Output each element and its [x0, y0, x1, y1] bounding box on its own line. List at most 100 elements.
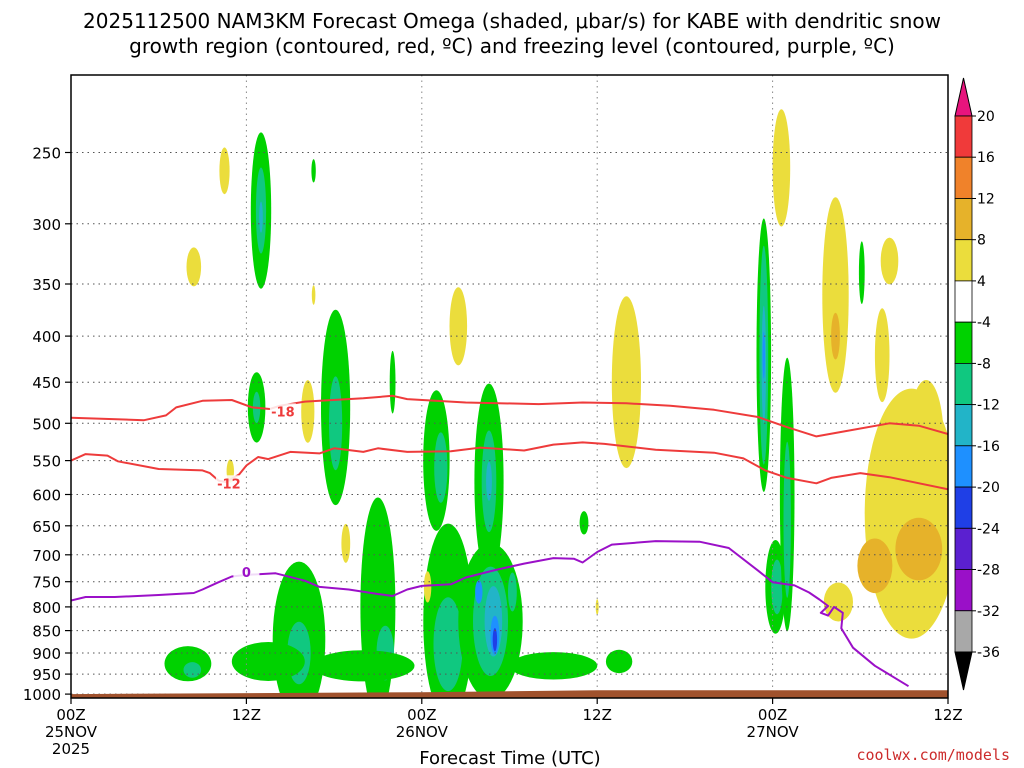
omega-cell-42: [595, 599, 599, 615]
omega-cell-4: [219, 147, 230, 195]
y-tick-label-550: 550: [32, 453, 61, 471]
omega-cell-52: [783, 441, 791, 598]
y-tick-label-750: 750: [32, 574, 61, 592]
omega-cell-18: [486, 461, 492, 501]
omega-cell-31: [492, 628, 498, 652]
omega-cell-37: [312, 650, 415, 682]
omega-cell-43: [579, 511, 589, 535]
omega-cell-6: [311, 285, 316, 305]
chart-title-line-1: 2025112500 NAM3KM Forecast Omega (shaded…: [83, 9, 941, 33]
x-tick-label-12-0: 12Z: [232, 706, 261, 724]
omega-cell-38: [509, 652, 598, 680]
omega-cell-3: [311, 159, 316, 183]
omega-cell-26: [433, 597, 463, 692]
y-tick-label-950: 950: [32, 666, 61, 684]
colorbar-label-12: -32: [977, 604, 1000, 620]
x-tick-label-48-1: 27NOV: [747, 723, 800, 741]
omega-cell-40: [341, 523, 351, 563]
colorbar-label-2: 12: [977, 192, 995, 208]
colorbar-label-13: -36: [977, 645, 1000, 661]
colorbar-label-1: 16: [977, 150, 995, 166]
colorbar-swatch-10: [954, 486, 973, 529]
x-tick-label-36-0: 12Z: [583, 706, 612, 724]
omega-cell-48: [762, 331, 765, 379]
omega-cell-34: [231, 642, 305, 681]
omega-cell-33: [508, 572, 517, 612]
omega-cell-55: [858, 241, 865, 304]
freezing-level-contour-label: 0: [242, 566, 251, 581]
colorbar-label-7: -12: [977, 398, 1000, 414]
omega-cell-59: [908, 380, 944, 498]
x-tick-label-48-0: 00Z: [758, 706, 787, 724]
colorbar-label-8: -16: [977, 439, 1000, 455]
colorbar-label-0: 20: [977, 109, 995, 125]
y-tick-label-350: 350: [32, 276, 61, 294]
x-tick-label-24-1: 26NOV: [396, 723, 449, 741]
omega-cell-20: [611, 296, 642, 469]
chart-title-line-2: growth region (contoured, red, ºC) and f…: [129, 34, 895, 58]
colorbar-swatch-7: [954, 362, 973, 405]
omega-cell-39: [605, 649, 633, 674]
colorbar-swatch-4: [954, 239, 973, 282]
omega-cell-44: [772, 109, 791, 227]
y-tick-label-450: 450: [32, 374, 61, 392]
colorbar-swatch-12: [954, 569, 973, 612]
omega-cell-5: [186, 247, 202, 287]
y-tick-label-400: 400: [32, 328, 61, 346]
colorbar-swatch-3: [954, 198, 973, 241]
omega-cell-2: [259, 201, 263, 233]
y-tick-label-250: 250: [32, 145, 61, 163]
colorbar: 20 16 12 8 4 -4 -8 -12 -16 -20 -24 -28 -32 -36: [954, 77, 1000, 691]
dgz-contour-1-line: [71, 441, 948, 491]
y-axis-ticks: 250 300 350 400 450 500 550 600 650 700 750 800 850 9…: [23, 145, 71, 704]
colorbar-swatch-8: [954, 404, 973, 447]
dgz-contour-1-label-bg: [215, 475, 242, 491]
omega-shading: [164, 109, 948, 698]
x-tick-label-0-1: 25NOV: [45, 723, 98, 741]
y-tick-label-800: 800: [32, 599, 61, 617]
y-tick-label-900: 900: [32, 645, 61, 663]
colorbar-label-9: -20: [977, 480, 1000, 496]
omega-cell-12: [389, 350, 396, 414]
y-tick-label-500: 500: [32, 415, 61, 433]
colorbar-label-3: 8: [977, 233, 986, 249]
omega-cell-50: [771, 559, 783, 615]
surface-terrain-fill: [71, 690, 948, 698]
colorbar-label-6: -8: [977, 356, 991, 372]
y-tick-label-600: 600: [32, 487, 61, 505]
omega-cell-61: [895, 517, 943, 581]
x-tick-label-0-2: 2025: [52, 740, 90, 758]
y-tick-label-850: 850: [32, 623, 61, 641]
dgz-contour-0-label: -18: [271, 405, 295, 420]
colorbar-swatch-6: [954, 321, 973, 364]
colorbar-label-5: -4: [977, 315, 991, 331]
colorbar-swatch-1: [954, 115, 973, 158]
omega-cell-15: [434, 432, 448, 503]
omega-cell-41: [423, 571, 432, 603]
y-tick-label-650: 650: [32, 518, 61, 536]
colorbar-label-10: -24: [977, 521, 1000, 537]
surface-terrain: [71, 690, 948, 698]
colorbar-top-arrow: [954, 77, 973, 117]
omega-cell-57: [874, 308, 890, 403]
x-tick-label-24-0: 00Z: [407, 706, 436, 724]
colorbar-swatch-2: [954, 156, 973, 199]
credit-text: coolwx.com/models: [856, 746, 1010, 764]
omega-cell-32: [475, 580, 483, 604]
colorbar-swatch-11: [954, 527, 973, 570]
dgz-contour-0-label-bg: [269, 403, 296, 419]
y-tick-label-1000: 1000: [23, 686, 61, 704]
omega-cell-60: [857, 538, 893, 594]
colorbar-swatch-5: [954, 280, 973, 323]
omega-cell-19: [449, 287, 468, 366]
x-axis-label: Forecast Time (UTC): [419, 748, 600, 768]
colorbar-bottom-arrow: [954, 651, 973, 691]
colorbar-swatch-9: [954, 445, 973, 488]
omega-cell-9: [301, 380, 315, 443]
omega-cell-53: [822, 197, 849, 393]
y-tick-label-700: 700: [32, 547, 61, 565]
y-tick-label-300: 300: [32, 216, 61, 234]
colorbar-label-4: 4: [977, 274, 986, 290]
